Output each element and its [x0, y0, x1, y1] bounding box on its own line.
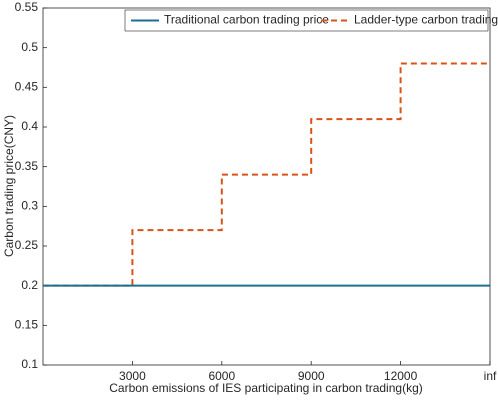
x-tick-label: 6000	[208, 369, 235, 383]
y-tick-label: 0.1	[21, 357, 38, 371]
y-tick-label: 0.2	[21, 278, 38, 292]
x-tick-label: 9000	[298, 369, 325, 383]
y-tick-label: 0.35	[15, 159, 39, 173]
legend-box	[124, 9, 489, 32]
y-tick-label: 0.5	[21, 40, 38, 54]
x-axis-label: Carbon emissions of IES participating in…	[109, 381, 423, 395]
series-line	[43, 62, 490, 287]
y-axis-label: Carbon trading price(CNY)	[2, 115, 16, 257]
plot-area	[42, 7, 491, 366]
legend-label: Ladder-type carbon trading price	[354, 13, 498, 27]
x-tick-label: 12000	[384, 369, 418, 383]
y-tick-label: 0.15	[15, 318, 39, 332]
y-tick-label: 0.55	[15, 0, 39, 14]
y-tick-label: 0.3	[21, 199, 38, 213]
x-tick-label: 3000	[119, 369, 146, 383]
y-tick-label: 0.25	[15, 238, 39, 252]
x-tick-label: inf	[484, 369, 497, 383]
legend-label: Traditional carbon trading price	[164, 13, 329, 27]
y-tick-label: 0.4	[21, 119, 38, 133]
y-tick-label: 0.45	[15, 80, 39, 94]
